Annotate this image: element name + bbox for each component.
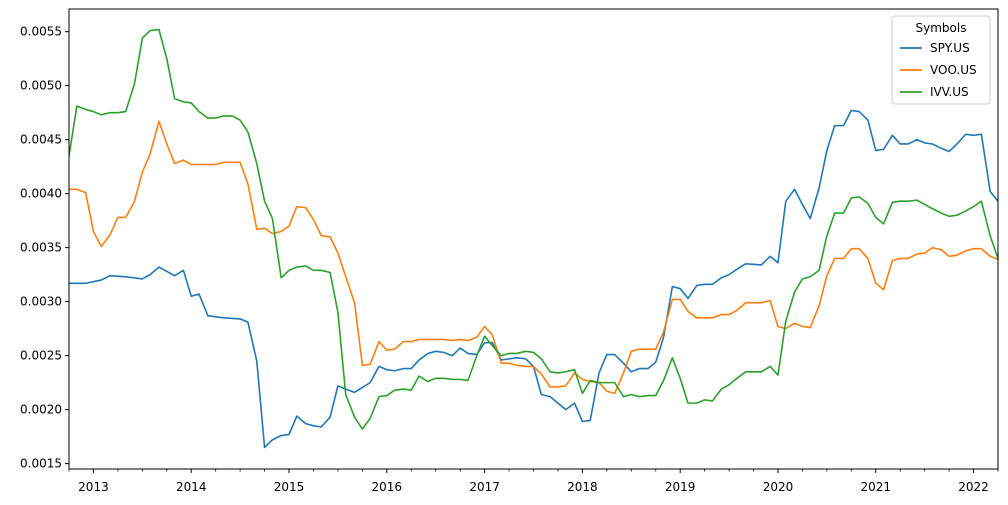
x-tick-label: 2018 [567,480,598,494]
x-tick-label: 2019 [665,480,696,494]
y-tick-label: 0.0050 [20,79,62,93]
series-line-spy-us [69,109,998,449]
legend-box [891,15,991,105]
y-tick-label: 0.0030 [20,295,62,309]
series-line-ivv-us [69,28,998,430]
x-tick-label: 2020 [763,480,794,494]
y-tick-label: 0.0040 [20,187,62,201]
legend-label: SPY.US [930,41,970,55]
y-axis: 0.0015 0.0020 0.0025 0.0030 0.0035 0.0040 0.00… [20,25,69,471]
y-tick-label: 0.0035 [20,241,62,255]
x-tick-label: 2014 [176,480,207,494]
x-axis: 2013 2014 2015 2016 2017 2018 2019 2020 2021 2022 [68,469,999,494]
x-tick-label: 2013 [78,480,109,494]
x-tick-label: 2022 [958,480,989,494]
x-tick-label: 2021 [860,480,891,494]
y-tick-label: 0.0055 [20,25,62,39]
y-tick-label: 0.0020 [20,403,62,417]
axes-frame [68,8,999,470]
legend-label: VOO.US [930,63,977,77]
series-line-voo-us [69,120,998,395]
y-tick-label: 0.0045 [20,133,62,147]
plot-area [69,28,998,449]
legend: Symbols SPY.US VOO.US IVV.US [891,15,991,105]
x-tick-label: 2016 [372,480,403,494]
x-tick-label: 2015 [274,480,305,494]
legend-title: Symbols [916,21,967,35]
x-tick-label: 2017 [469,480,500,494]
y-tick-label: 0.0015 [20,457,62,471]
legend-entries: SPY.US VOO.US IVV.US [900,41,977,99]
legend-label: IVV.US [930,85,969,99]
y-tick-label: 0.0025 [20,349,62,363]
